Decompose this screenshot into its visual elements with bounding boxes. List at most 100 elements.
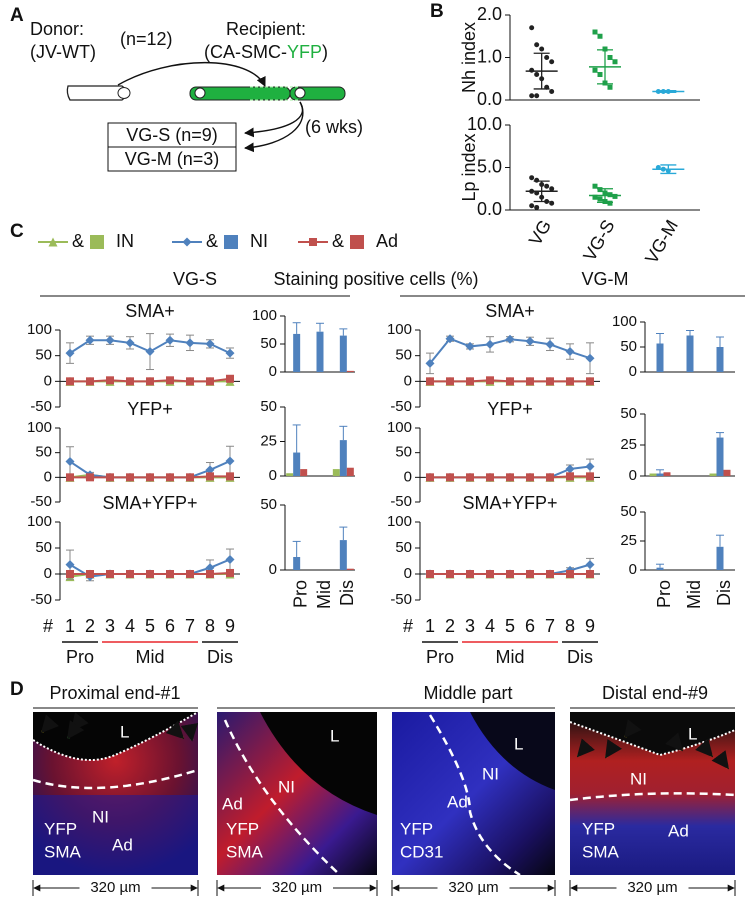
point <box>529 25 535 31</box>
point <box>534 72 540 77</box>
marker <box>566 472 574 481</box>
x-tick-label: 8 <box>565 616 575 636</box>
panel-label: D <box>10 679 24 700</box>
point <box>607 200 613 206</box>
image-label: SMA <box>226 842 264 861</box>
scale-label: 320 µm <box>627 879 677 896</box>
marker <box>486 376 494 385</box>
point <box>529 67 535 73</box>
y-tick-label: 100 <box>387 513 412 530</box>
x-tick-label: 9 <box>585 616 595 636</box>
marker <box>486 473 494 482</box>
marker <box>165 335 175 345</box>
point <box>597 196 603 202</box>
panel-label: C <box>10 221 24 242</box>
marker <box>146 570 154 578</box>
marker <box>565 464 575 474</box>
y-tick-label: 10.0 <box>467 114 502 134</box>
bar <box>346 568 354 570</box>
marker <box>486 570 494 578</box>
bar <box>316 331 324 372</box>
image-label: SMA <box>582 842 620 861</box>
bar <box>293 452 301 476</box>
marker <box>106 376 114 385</box>
marker <box>65 560 75 570</box>
y-tick-label: 100 <box>252 307 277 324</box>
marker <box>466 473 474 482</box>
image-label: SMA <box>44 842 82 861</box>
y-tick-label: 0 <box>44 372 52 389</box>
marker <box>426 570 434 578</box>
x-tick-label: 6 <box>525 616 535 636</box>
legend-label: Ad <box>376 231 398 251</box>
y-tick-label: 50 <box>620 338 637 355</box>
marker <box>546 473 554 482</box>
arrow <box>66 720 85 740</box>
point <box>602 46 608 52</box>
marker <box>526 377 534 386</box>
marker <box>585 461 595 471</box>
marker <box>166 376 174 385</box>
marker <box>566 377 574 386</box>
point <box>549 89 555 94</box>
legend-label: IN <box>116 231 134 251</box>
lumen <box>570 712 735 755</box>
layer-border <box>428 714 521 877</box>
harvest-arrow <box>244 101 304 138</box>
marker <box>446 377 454 386</box>
y-tick-label: 0 <box>404 372 412 389</box>
marker <box>106 570 114 578</box>
y-tick-label: 50 <box>620 405 637 422</box>
image-label: Ad <box>447 792 468 811</box>
marker <box>66 570 74 578</box>
marker <box>586 377 594 386</box>
marker <box>546 570 554 578</box>
point <box>592 67 598 73</box>
sample-size: (n=12) <box>120 29 173 49</box>
image-label: NI <box>630 769 647 788</box>
marker <box>186 473 194 482</box>
x-tick-label: 2 <box>85 616 95 636</box>
bar <box>656 343 664 372</box>
layer-border <box>32 768 199 790</box>
marker <box>206 377 214 386</box>
lumen <box>260 712 377 815</box>
y-tick-label: 50 <box>35 539 52 556</box>
marker <box>426 377 434 386</box>
x-tick-label: 2 <box>445 616 455 636</box>
x-axis-label: # <box>403 616 413 636</box>
image-label: YFP <box>582 819 615 838</box>
region-label: Pro <box>66 647 94 667</box>
marker <box>86 473 94 482</box>
y-tick-label: 50 <box>395 347 412 364</box>
arrow <box>695 738 714 758</box>
marker <box>85 335 95 345</box>
arrows <box>40 712 730 770</box>
panel-label: A <box>10 5 24 26</box>
y-tick-label: 25 <box>260 432 277 449</box>
legend-swatch <box>224 235 238 249</box>
x-tick-label: 4 <box>485 616 495 636</box>
donor-label: Donor: <box>30 19 84 39</box>
arrow <box>623 719 642 739</box>
x-tick-label: 6 <box>165 616 175 636</box>
chart-title: SMA+ <box>125 301 175 321</box>
marker <box>446 473 454 482</box>
image-label: YFP <box>44 819 77 838</box>
y-tick-label: 5.0 <box>477 156 502 176</box>
arrow <box>604 739 623 759</box>
group-label: VG-S (n=9) <box>126 125 218 145</box>
marker <box>485 339 495 349</box>
group-header: VG-M <box>582 269 629 289</box>
y-tick-label: 100 <box>612 313 637 330</box>
bar <box>723 469 731 476</box>
region-label: Pro <box>426 647 454 667</box>
layer-border <box>223 719 341 876</box>
marker <box>205 339 215 349</box>
chart-title: YFP+ <box>487 399 533 419</box>
marker <box>126 570 134 578</box>
x-tick-label: 5 <box>145 616 155 636</box>
marker <box>585 560 595 570</box>
bar <box>300 469 308 476</box>
y-tick-label: 25 <box>620 436 637 453</box>
